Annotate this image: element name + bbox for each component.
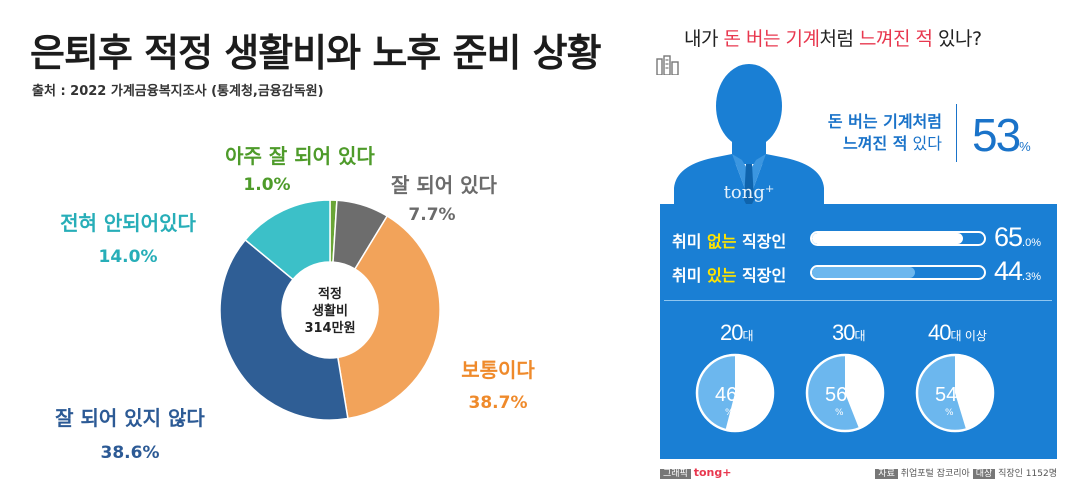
donut-value-1: 7.7% — [408, 205, 455, 225]
bar1-highlight: 없는 — [707, 232, 737, 251]
pie-ring-0 — [695, 353, 775, 433]
pie-40s: 54.7% — [915, 353, 995, 433]
donut-label-2: 보통이다 — [461, 358, 535, 382]
donut-label-1: 잘 되어 있다 — [391, 173, 498, 197]
bar1-dec: .0 — [1022, 237, 1032, 249]
age2-num: 30 — [832, 320, 856, 345]
pie-value-0: 46.0 — [715, 384, 746, 406]
age-head-30: 30대 — [832, 320, 866, 346]
left-infographic: 은퇴후 적정 생활비와 노후 준비 상황 출처 : 2022 가계금융복지조사 … — [30, 31, 602, 463]
pie-20s: 46.0% — [695, 353, 775, 433]
age-head-20: 20대 — [720, 320, 754, 346]
donut-value-0: 1.0% — [243, 175, 290, 195]
pie-slice-0 — [697, 355, 735, 430]
bar-label-no-hobby: 취미 없는 직장인 — [672, 228, 786, 252]
pie-30s: 56.0% — [805, 353, 885, 433]
pie-unit-2: % — [945, 408, 954, 418]
pie-unit-1: % — [835, 408, 844, 418]
donut-label-0: 아주 잘 되어 있다 — [225, 144, 375, 168]
stat-value: 53% — [972, 108, 1031, 162]
footer-source-text: 취업포털 잡코리아 — [897, 469, 973, 479]
stat-label-rest: 있다 — [907, 134, 942, 153]
businessman-silhouette: tong⁺ — [674, 64, 824, 220]
left-title: 은퇴후 적정 생활비와 노후 준비 상황 — [30, 31, 602, 75]
bar-row-hobby: 취미 있는 직장인 44.3% — [672, 256, 1052, 286]
bar1-prefix: 취미 — [672, 232, 708, 251]
donut-slice-4 — [244, 199, 331, 281]
pie-slice-2 — [917, 355, 967, 431]
bar2-highlight: 있는 — [707, 266, 737, 285]
footer-source: 자료 취업포털 잡코리아 대상 직장인 1152명 — [875, 466, 1057, 479]
tong-watermark: tong⁺ — [724, 182, 775, 203]
donut-label-4: 전혀 안되어있다 — [60, 211, 196, 235]
stat-divider — [956, 104, 957, 162]
donut-center-line-1: 적정 — [318, 286, 342, 302]
donut-label-3: 잘 되어 있지 않다 — [55, 406, 205, 430]
stat-number: 53 — [972, 109, 1021, 161]
pie-value-1: 56.0 — [825, 384, 856, 406]
bar1-int: 65 — [994, 222, 1023, 252]
bar-value-hobby: 44.3% — [994, 256, 1041, 287]
footer-source-tag: 자료 — [875, 469, 898, 479]
title-part-2: 처럼 — [819, 28, 859, 50]
pie-value-2: 54.7 — [935, 384, 966, 406]
donut-chart: 아주 잘 되어 있다 1.0% 잘 되어 있다 7.7% 보통이다 38.7% 잘 되어 있… — [55, 144, 535, 463]
age1-unit: 대 — [742, 329, 754, 343]
stat-label-line1: 돈 버는 기계처럼 — [827, 112, 942, 131]
bar-row-no-hobby: 취미 없는 직장인 65.0% — [672, 222, 1052, 252]
donut-value-3: 38.6% — [101, 443, 160, 463]
bar-label-hobby: 취미 있는 직장인 — [672, 262, 786, 286]
panel-divider — [664, 300, 1052, 301]
donut-center-line-3: 314만원 — [304, 320, 355, 336]
pie-unit-0: % — [725, 408, 734, 418]
footer-graphic-tag: 그래픽 — [660, 469, 691, 479]
pie-ring-2 — [915, 353, 995, 433]
left-source: 출처 : 2022 가계금융복지조사 (통계청,금융감독원) — [32, 84, 324, 99]
donut-center-line-2: 생활비 — [312, 303, 348, 319]
overall-stat: 돈 버는 기계처럼 느껴진 적 있다 53% — [802, 104, 1062, 174]
bar-fill-hobby — [812, 267, 915, 278]
age3-unit: 대 이상 — [950, 329, 987, 343]
title-part-3: 있나? — [932, 28, 982, 50]
stat-label-line2: 느껴진 적 있다 — [843, 130, 942, 154]
bar-fill-no-hobby — [812, 233, 963, 244]
bar2-dec: .3 — [1022, 271, 1032, 283]
age-head-40: 40대 이상 — [928, 320, 987, 346]
bar2-int: 44 — [994, 256, 1023, 286]
age1-num: 20 — [720, 320, 744, 345]
pie-ring-1 — [805, 353, 885, 433]
title-part-1: 내가 — [684, 28, 724, 50]
donut-slice-2 — [336, 214, 441, 420]
bar-track-no-hobby — [810, 231, 986, 246]
bar1-suffix: 직장인 — [736, 232, 787, 251]
stat-label-bold: 느껴진 적 — [843, 134, 908, 153]
bar2-unit: % — [1031, 271, 1042, 283]
title-highlight-2: 느껴진 적 — [858, 28, 933, 50]
right-infographic: 내가 돈 버는 기계처럼 느껴진 적 있나? tong⁺ 돈 버는 기계처럼 느… — [652, 0, 1084, 495]
hobby-panel: 취미 없는 직장인 65.0% 취미 있는 직장인 44.3% 20대 30대 … — [660, 204, 1057, 459]
donut-value-2: 38.7% — [469, 393, 528, 413]
pie-slice-1 — [807, 355, 859, 431]
donut-value-4: 14.0% — [99, 247, 158, 267]
bar2-suffix: 직장인 — [736, 266, 787, 285]
footer-target-text: 직장인 1152명 — [995, 469, 1057, 479]
bar1-unit: % — [1031, 237, 1042, 249]
title-highlight-1: 돈 버는 기계 — [723, 28, 820, 50]
bar-track-hobby — [810, 265, 986, 280]
footer: 그래픽 tong+ 자료 취업포털 잡코리아 대상 직장인 1152명 — [660, 466, 1057, 482]
age3-num: 40 — [928, 320, 952, 345]
building-icon — [656, 55, 679, 75]
stat-unit: % — [1019, 139, 1031, 154]
footer-graphic-credit: 그래픽 tong+ — [660, 466, 731, 479]
footer-brand: tong+ — [693, 466, 732, 479]
donut-slice-3 — [219, 238, 349, 421]
bar2-prefix: 취미 — [672, 266, 708, 285]
age2-unit: 대 — [854, 329, 866, 343]
bar-value-no-hobby: 65.0% — [994, 222, 1041, 253]
footer-target-tag: 대상 — [972, 469, 996, 479]
